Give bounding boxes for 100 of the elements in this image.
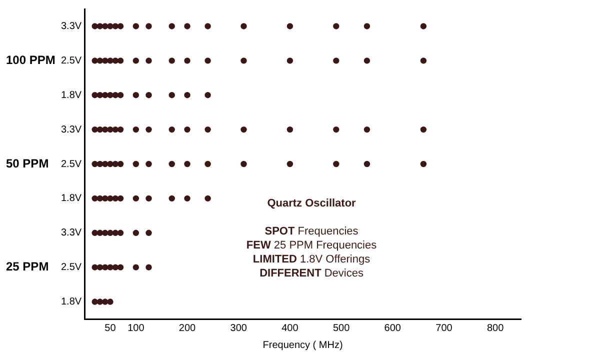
point bbox=[146, 264, 152, 270]
point bbox=[286, 23, 294, 30]
point bbox=[168, 58, 175, 64]
point bbox=[184, 58, 190, 64]
point bbox=[107, 195, 114, 202]
point bbox=[240, 126, 247, 133]
point bbox=[364, 160, 370, 168]
point bbox=[146, 58, 152, 64]
point bbox=[102, 264, 108, 270]
point bbox=[364, 23, 370, 30]
point bbox=[112, 23, 118, 30]
point bbox=[146, 126, 152, 133]
x-tick-label: 200 bbox=[178, 322, 196, 334]
y-tick-label: 2.5V bbox=[60, 262, 82, 274]
point bbox=[420, 160, 427, 168]
point bbox=[102, 230, 108, 236]
point bbox=[333, 58, 340, 64]
point bbox=[420, 58, 427, 64]
point bbox=[168, 126, 175, 133]
point bbox=[102, 195, 108, 202]
annotation: DIFFERENT Devices bbox=[260, 268, 364, 280]
point bbox=[146, 23, 152, 30]
x-tick-label: 50 bbox=[104, 322, 116, 334]
text: 100 PPM bbox=[6, 52, 56, 67]
point bbox=[146, 195, 152, 202]
point bbox=[102, 58, 108, 64]
point bbox=[107, 264, 114, 270]
point bbox=[132, 230, 140, 236]
x-axis-title: Frequency ( MHz) bbox=[262, 340, 343, 351]
point bbox=[132, 126, 140, 133]
point bbox=[420, 23, 427, 30]
point bbox=[102, 126, 108, 133]
point bbox=[204, 126, 211, 133]
point bbox=[240, 23, 247, 30]
point bbox=[333, 160, 340, 168]
point bbox=[112, 58, 118, 64]
point bbox=[92, 58, 98, 64]
x-tick-label: 600 bbox=[384, 322, 402, 334]
point bbox=[286, 160, 294, 168]
point bbox=[117, 126, 124, 133]
point bbox=[132, 23, 140, 30]
point bbox=[132, 264, 140, 270]
point bbox=[107, 92, 114, 98]
x-tick-label: 300 bbox=[230, 322, 248, 334]
x-tick-label: 700 bbox=[436, 322, 453, 334]
point bbox=[112, 126, 118, 133]
point bbox=[184, 23, 190, 30]
point bbox=[92, 230, 98, 236]
point bbox=[92, 92, 98, 98]
point bbox=[96, 264, 104, 270]
point bbox=[112, 92, 118, 98]
point bbox=[117, 264, 124, 270]
y-tick-label: 3.3V bbox=[60, 20, 82, 32]
x-tick-label: 500 bbox=[332, 322, 350, 334]
x-tick-label: 400 bbox=[282, 322, 299, 334]
point bbox=[96, 58, 104, 64]
y-tick-label: 2.5V bbox=[60, 158, 82, 170]
point bbox=[112, 230, 118, 236]
y-tick-label: 1.8V bbox=[60, 193, 82, 204]
point bbox=[92, 298, 98, 305]
text: 25 PPM bbox=[6, 260, 49, 274]
point bbox=[168, 195, 175, 202]
point bbox=[132, 58, 140, 64]
point bbox=[333, 23, 340, 30]
point bbox=[102, 23, 108, 30]
point bbox=[168, 92, 175, 98]
text: Quartz Oscillator bbox=[267, 198, 357, 210]
point bbox=[107, 126, 114, 133]
point bbox=[112, 160, 118, 168]
point bbox=[107, 298, 114, 305]
point bbox=[204, 160, 211, 168]
point bbox=[240, 160, 247, 168]
point bbox=[132, 195, 140, 202]
point bbox=[107, 58, 114, 64]
x-tick-label: 100 bbox=[128, 322, 145, 334]
point bbox=[96, 23, 104, 30]
annotation: SPOT Frequencies bbox=[264, 226, 359, 238]
y-tick-label: 1.8V bbox=[60, 296, 82, 308]
point bbox=[96, 126, 104, 133]
point bbox=[364, 58, 370, 64]
point bbox=[184, 160, 190, 168]
point bbox=[102, 92, 108, 98]
point bbox=[286, 58, 294, 64]
point bbox=[96, 92, 104, 98]
point bbox=[102, 160, 108, 168]
point bbox=[184, 126, 190, 133]
y-tick-label: 1.8V bbox=[60, 90, 82, 101]
point bbox=[117, 230, 124, 236]
point bbox=[204, 23, 211, 30]
point bbox=[168, 160, 175, 168]
point bbox=[117, 23, 124, 30]
point bbox=[96, 195, 104, 202]
point bbox=[333, 126, 340, 133]
point bbox=[286, 126, 294, 133]
point bbox=[92, 126, 98, 133]
x-tick-label: 800 bbox=[486, 322, 504, 334]
point bbox=[420, 126, 427, 133]
point bbox=[102, 298, 108, 305]
point bbox=[117, 58, 124, 64]
point bbox=[107, 160, 114, 168]
